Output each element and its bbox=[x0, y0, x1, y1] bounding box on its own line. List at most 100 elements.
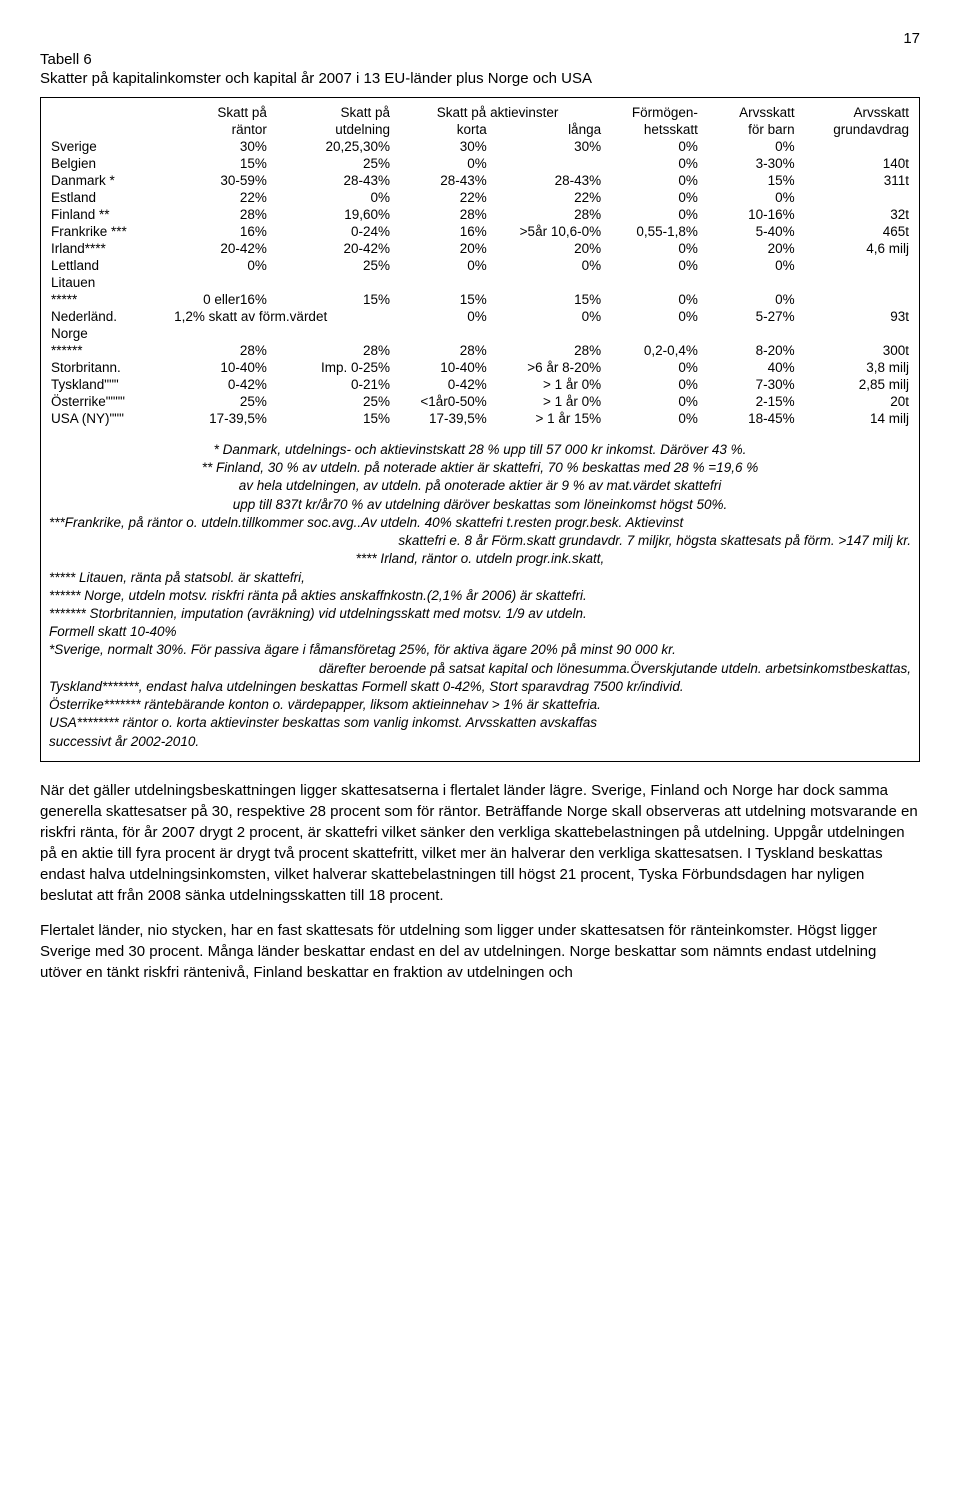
cell: 25% bbox=[269, 257, 392, 274]
cell: 15% bbox=[392, 291, 489, 308]
cell: 22% bbox=[392, 189, 489, 206]
cell: Österrike"""" bbox=[49, 393, 172, 410]
cell: 2-15% bbox=[700, 393, 797, 410]
cell: Norge bbox=[49, 325, 172, 342]
column-header: för barn bbox=[700, 121, 797, 138]
cell: Belgien bbox=[49, 155, 172, 172]
cell: 40% bbox=[700, 359, 797, 376]
cell: 20% bbox=[489, 240, 603, 257]
cell: 0% bbox=[392, 257, 489, 274]
cell: 28% bbox=[392, 342, 489, 359]
body-paragraph: Flertalet länder, nio stycken, har en fa… bbox=[40, 920, 920, 983]
note-line: ***Frankrike, på räntor o. utdeln.tillko… bbox=[49, 514, 911, 532]
cell: Sverige bbox=[49, 138, 172, 155]
table-row: Belgien15%25%0%0%3-30%140t bbox=[49, 155, 911, 172]
table-row: Österrike""""25%25%<1år0-50%> 1 år 0%0%2… bbox=[49, 393, 911, 410]
cell: 17-39,5% bbox=[172, 410, 269, 427]
cell: 0-42% bbox=[392, 376, 489, 393]
table-title: Tabell 6 bbox=[40, 51, 920, 68]
cell: USA (NY)""" bbox=[49, 410, 172, 427]
column-header: Arvsskatt bbox=[797, 104, 911, 121]
cell bbox=[797, 257, 911, 274]
cell: > 1 år 0% bbox=[489, 393, 603, 410]
cell: 28% bbox=[392, 206, 489, 223]
table-row: Estland22%0%22%22%0%0% bbox=[49, 189, 911, 206]
cell: 0% bbox=[603, 138, 700, 155]
cell: 20-42% bbox=[172, 240, 269, 257]
cell: 0% bbox=[392, 308, 489, 325]
cell: Danmark * bbox=[49, 172, 172, 189]
cell: 32t bbox=[797, 206, 911, 223]
cell bbox=[797, 189, 911, 206]
cell: 15% bbox=[489, 291, 603, 308]
cell: 15% bbox=[269, 410, 392, 427]
cell: 0% bbox=[603, 206, 700, 223]
cell: 140t bbox=[797, 155, 911, 172]
cell: 0% bbox=[700, 257, 797, 274]
table-row: Danmark *30-59%28-43%28-43%28-43%0%15%31… bbox=[49, 172, 911, 189]
cell: 0% bbox=[700, 138, 797, 155]
cell: 0% bbox=[603, 155, 700, 172]
cell: > 1 år 15% bbox=[489, 410, 603, 427]
cell: 0,55-1,8% bbox=[603, 223, 700, 240]
cell: 8-20% bbox=[700, 342, 797, 359]
column-header: Förmögen- bbox=[603, 104, 700, 121]
column-header bbox=[49, 104, 172, 121]
note-line: Formell skatt 10-40% bbox=[49, 623, 911, 641]
table-row: ******28%28%28%28%0,2-0,4%8-20%300t bbox=[49, 342, 911, 359]
cell: 20% bbox=[392, 240, 489, 257]
cell: 0-21% bbox=[269, 376, 392, 393]
cell: Imp. 0-25% bbox=[269, 359, 392, 376]
table-row: Storbritann.10-40%Imp. 0-25%10-40%>6 år … bbox=[49, 359, 911, 376]
cell: Finland ** bbox=[49, 206, 172, 223]
cell: 16% bbox=[172, 223, 269, 240]
note-line: upp till 837t kr/år70 % av utdelning där… bbox=[49, 496, 911, 514]
cell bbox=[797, 274, 911, 291]
cell: 10-40% bbox=[172, 359, 269, 376]
cell: ***** bbox=[49, 291, 172, 308]
table-row: Irland****20-42%20-42%20%20%0%20%4,6 mil… bbox=[49, 240, 911, 257]
table-row: Norge bbox=[49, 325, 911, 342]
cell: 10-16% bbox=[700, 206, 797, 223]
column-header: räntor bbox=[172, 121, 269, 138]
cell: 0% bbox=[489, 257, 603, 274]
cell bbox=[269, 274, 392, 291]
cell: 0% bbox=[603, 359, 700, 376]
table-row: Frankrike ***16%0-24%16%>5år 10,6-0%0,55… bbox=[49, 223, 911, 240]
cell: 0% bbox=[603, 376, 700, 393]
column-header: korta bbox=[392, 121, 489, 138]
cell: 15% bbox=[172, 155, 269, 172]
table-row: Litauen bbox=[49, 274, 911, 291]
table-row: Finland **28%19,60%28%28%0%10-16%32t bbox=[49, 206, 911, 223]
cell: 0% bbox=[392, 155, 489, 172]
tax-table: Skatt påSkatt påSkatt på aktievinsterFör… bbox=[49, 104, 911, 427]
note-line: ****** Norge, utdeln motsv. riskfri ränt… bbox=[49, 587, 911, 605]
body-paragraph: När det gäller utdelningsbeskattningen l… bbox=[40, 780, 920, 906]
cell: Frankrike *** bbox=[49, 223, 172, 240]
cell: 28% bbox=[489, 342, 603, 359]
table-head: Skatt påSkatt påSkatt på aktievinsterFör… bbox=[49, 104, 911, 138]
cell: 0% bbox=[603, 240, 700, 257]
cell: Estland bbox=[49, 189, 172, 206]
cell: >6 år 8-20% bbox=[489, 359, 603, 376]
cell: 25% bbox=[269, 155, 392, 172]
cell: Irland**** bbox=[49, 240, 172, 257]
note-line: successivt år 2002-2010. bbox=[49, 733, 911, 751]
cell: 0% bbox=[603, 308, 700, 325]
cell: 30% bbox=[392, 138, 489, 155]
cell: Litauen bbox=[49, 274, 172, 291]
table-row: Lettland0%25%0%0%0%0% bbox=[49, 257, 911, 274]
note-line: USA******** räntor o. korta aktievinster… bbox=[49, 714, 911, 732]
page-number: 17 bbox=[40, 30, 920, 47]
cell: 0% bbox=[269, 189, 392, 206]
cell: 2,85 milj bbox=[797, 376, 911, 393]
column-header: Skatt på aktievinster bbox=[392, 104, 603, 121]
note-line: **** Irland, räntor o. utdeln progr.ink.… bbox=[49, 550, 911, 568]
note-line: ******* Storbritannien, imputation (avrä… bbox=[49, 605, 911, 623]
cell: 28-43% bbox=[392, 172, 489, 189]
cell: > 1 år 0% bbox=[489, 376, 603, 393]
cell bbox=[797, 325, 911, 342]
cell: 19,60% bbox=[269, 206, 392, 223]
cell: 20% bbox=[700, 240, 797, 257]
cell: 10-40% bbox=[392, 359, 489, 376]
